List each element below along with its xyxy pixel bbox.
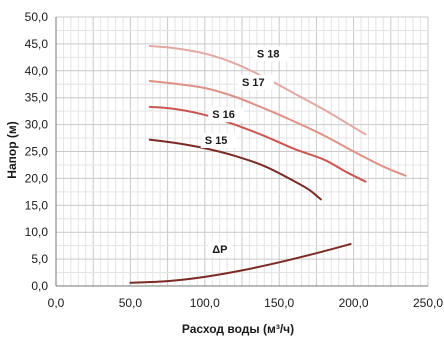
x-tick-label: 250,0 xyxy=(413,296,443,310)
curve-labels: S 18 S 17 S 16 S 15 ΔP xyxy=(200,46,289,258)
y-tick-label: 50,0 xyxy=(25,10,49,24)
y-tick-label: 0,0 xyxy=(31,279,48,293)
grid xyxy=(55,16,429,287)
series-label-s15: S 15 xyxy=(205,135,228,147)
x-tick-label: 50,0 xyxy=(119,296,143,310)
y-tick-label: 15,0 xyxy=(25,198,49,212)
y-tick-label: 25,0 xyxy=(25,145,49,159)
series-label-background xyxy=(208,107,245,123)
series-label-s16: S 16 xyxy=(212,109,235,121)
series-label-background xyxy=(252,46,289,62)
series-line-s17 xyxy=(148,80,407,177)
x-tick-label: 150,0 xyxy=(264,296,294,310)
axes xyxy=(55,17,428,287)
series-label-background xyxy=(200,132,237,148)
y-tick-label: 30,0 xyxy=(25,118,49,132)
series-label-s17: S 17 xyxy=(242,77,265,89)
x-axis-title: Расход воды (м³/ч) xyxy=(182,322,294,336)
tick-labels: 0,0 50,0 100,0 150,0 200,0 250,0 0,0 5,0 10,0 15,… xyxy=(25,10,444,310)
y-tick-label: 5,0 xyxy=(31,252,48,266)
series-line-s15 xyxy=(148,138,322,201)
series-label-background xyxy=(208,242,232,258)
series-label-s18: S 18 xyxy=(257,48,280,60)
y-axis-title: Напор (м) xyxy=(5,121,19,178)
y-tick-label: 10,0 xyxy=(25,225,49,239)
y-tick-label: 35,0 xyxy=(25,91,49,105)
series-line-delta-p xyxy=(129,243,352,284)
series-line-s16 xyxy=(148,105,367,183)
series-label-background xyxy=(238,74,274,90)
y-tick-label: 20,0 xyxy=(25,171,49,185)
x-tick-label: 200,0 xyxy=(339,296,369,310)
x-tick-label: 100,0 xyxy=(190,296,220,310)
y-tick-label: 45,0 xyxy=(25,37,49,51)
x-tick-label: 0,0 xyxy=(48,296,65,310)
series-label-delta-p: ΔP xyxy=(212,244,227,256)
y-tick-label: 40,0 xyxy=(25,64,49,78)
